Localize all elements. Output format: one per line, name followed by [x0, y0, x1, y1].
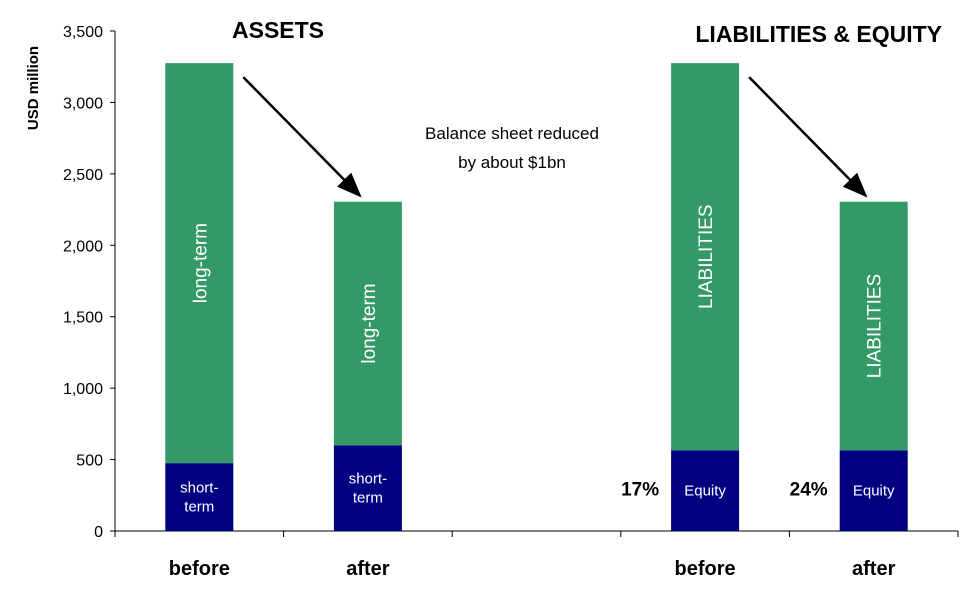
segment-label-bottom: short-term	[180, 480, 218, 516]
y-tick-label: 2,000	[63, 238, 103, 255]
segment-label-bottom: Equity	[853, 483, 895, 500]
bar-segment-bottom	[671, 450, 740, 531]
segment-label-bottom: short-term	[349, 471, 387, 507]
y-tick-label: 3,500	[63, 24, 103, 41]
segment-label-top: LIABILITIES	[696, 204, 717, 309]
segment-label-bottom: Equity	[684, 483, 726, 500]
equity-percent-label: 17%	[621, 480, 659, 501]
y-tick-label: 2,500	[63, 167, 103, 184]
segment-label-top: long-term	[190, 223, 211, 303]
reduction-arrow	[748, 76, 868, 198]
liabilities-equity-title: LIABILITIES & EQUITY	[695, 21, 942, 47]
reduction-arrow	[242, 76, 362, 198]
bar-segment-bottom	[165, 463, 234, 531]
annotation-text: Balance sheet reduced by about $1bn	[425, 124, 599, 172]
category-label: before	[675, 558, 736, 580]
category-label: after	[346, 558, 390, 580]
y-tick-label: 500	[76, 453, 103, 470]
category-label: before	[169, 558, 230, 580]
labels: short-term long-term short-term long-term Eq…	[180, 124, 895, 516]
equity-percent-label: 24%	[790, 480, 828, 501]
y-tick-label: 0	[94, 524, 103, 541]
bar-segment-bottom	[839, 450, 908, 531]
segment-label-top: LIABILITIES	[865, 274, 886, 379]
bar-segment-top	[333, 201, 402, 446]
y-tick-label: 1,500	[63, 310, 103, 327]
y-tick-label: 1,000	[63, 381, 103, 398]
bar-segment-top	[839, 201, 908, 451]
bar-segment-top	[671, 63, 740, 451]
y-tick-label: 3,000	[63, 95, 103, 112]
assets-title: ASSETS	[232, 17, 324, 43]
bar-segment-top	[165, 63, 234, 464]
bars	[165, 63, 908, 531]
bar-segment-bottom	[333, 445, 402, 531]
arrows	[242, 76, 868, 198]
axes: 0 500 1,000 1,500 2,000 2,500 3,000 3,500 before…	[63, 24, 959, 580]
y-axis-label: USD million	[25, 46, 42, 130]
segment-label-top: long-term	[359, 283, 380, 363]
category-label: after	[852, 558, 896, 580]
